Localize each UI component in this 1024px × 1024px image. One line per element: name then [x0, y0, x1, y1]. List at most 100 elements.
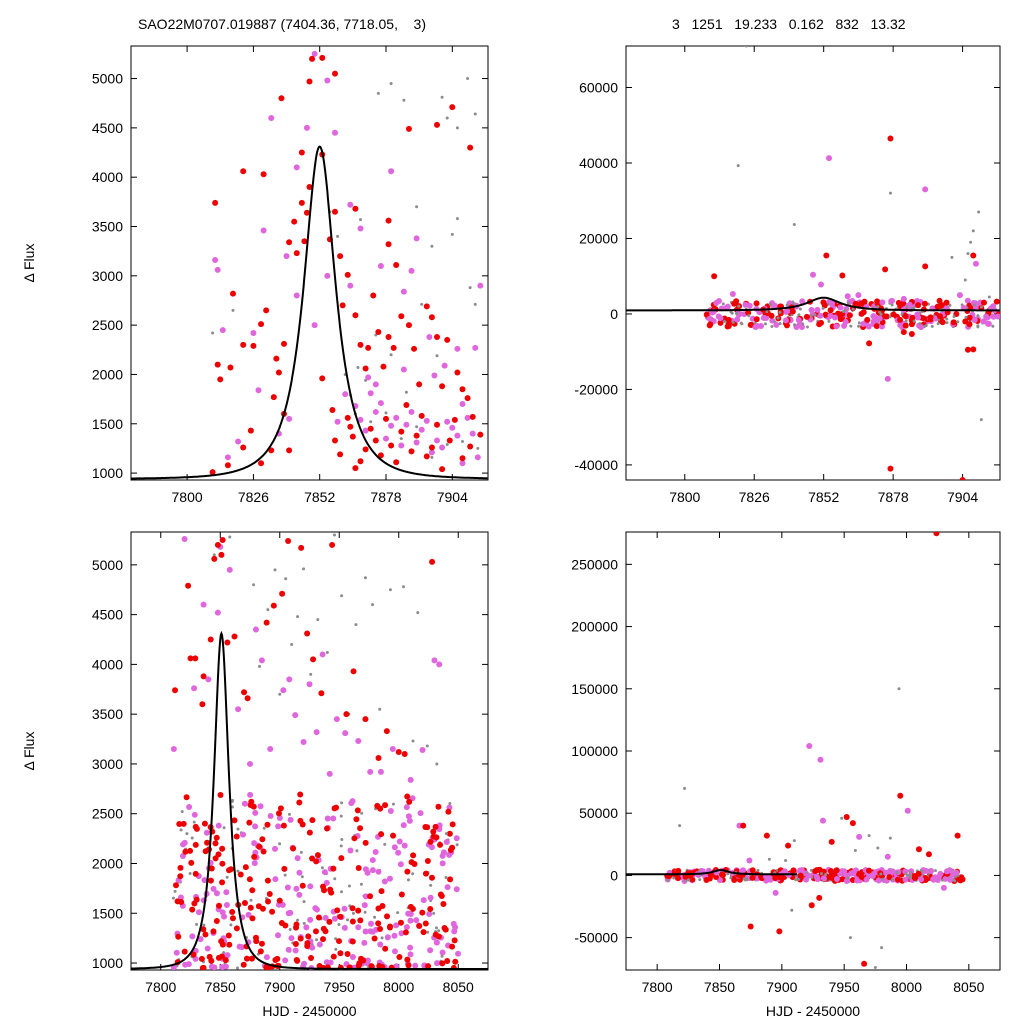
data-point-magenta: [197, 936, 204, 943]
data-point-gray: [952, 314, 956, 318]
data-point-gray: [890, 878, 894, 882]
data-point-magenta: [403, 924, 410, 931]
data-point-magenta: [247, 760, 253, 767]
data-point-magenta: [204, 945, 211, 952]
data-point-red: [401, 750, 408, 757]
data-point-magenta: [947, 876, 954, 883]
x-tick-label: 7850: [205, 979, 236, 995]
data-point-gray: [973, 303, 977, 307]
data-point-red: [375, 754, 382, 761]
data-point-red: [251, 853, 258, 860]
data-point-magenta: [459, 460, 466, 467]
data-point-magenta: [798, 324, 805, 331]
data-point-gray: [334, 947, 338, 951]
data-point-red: [411, 861, 418, 868]
data-point-red: [263, 307, 270, 314]
data-point-red: [306, 829, 313, 836]
data-point-magenta: [407, 917, 414, 924]
data-point-magenta: [820, 875, 827, 882]
data-point-red: [200, 673, 207, 680]
data-point-red: [397, 919, 404, 926]
data-point-red: [303, 209, 310, 216]
data-point-gray: [455, 126, 459, 130]
data-point-magenta: [210, 885, 217, 892]
data-point-red: [264, 821, 271, 828]
data-point-magenta: [212, 257, 219, 264]
data-point-red: [469, 413, 476, 420]
data-point-magenta: [203, 829, 210, 836]
data-point-gray: [963, 278, 967, 282]
data-point-red: [886, 874, 893, 881]
data-point-red: [309, 855, 316, 862]
data-point-red: [207, 636, 214, 643]
data-point-red: [304, 943, 311, 950]
y-tick-label: 150000: [571, 681, 618, 697]
data-point-red: [747, 321, 754, 328]
data-point-red: [718, 871, 725, 878]
data-point-magenta: [300, 739, 307, 746]
data-point-red: [306, 184, 313, 191]
data-point-gray: [231, 798, 235, 802]
data-point-gray: [687, 878, 691, 882]
data-point-red: [812, 868, 819, 875]
data-point-magenta: [431, 657, 438, 664]
data-point-magenta: [806, 743, 813, 750]
data-point-gray: [258, 664, 262, 668]
data-point-red: [270, 602, 277, 609]
data-point-gray: [756, 868, 760, 872]
data-point-gray: [360, 811, 364, 815]
data-point-magenta: [332, 129, 338, 136]
data-point-red: [240, 444, 247, 451]
data-point-gray: [332, 533, 336, 537]
data-point-magenta: [431, 372, 438, 379]
data-point-red: [843, 813, 850, 820]
data-point-red: [398, 891, 405, 898]
data-point-red: [403, 402, 410, 409]
data-point-red: [783, 322, 790, 329]
data-point-gray: [905, 305, 909, 309]
data-point-gray: [455, 843, 459, 847]
data-point-red: [435, 933, 442, 940]
y-axis-label: Δ Flux: [21, 732, 37, 771]
data-point-red: [849, 820, 856, 827]
data-point-red: [866, 340, 873, 347]
data-point-magenta: [313, 906, 320, 913]
data-point-gray: [359, 882, 363, 886]
data-point-magenta: [213, 890, 220, 897]
data-point-magenta: [439, 444, 446, 451]
data-point-red: [281, 340, 287, 347]
data-point-magenta: [181, 535, 188, 542]
data-point-gray: [739, 321, 743, 325]
data-point-gray: [359, 218, 362, 222]
data-point-gray: [437, 929, 441, 933]
data-point-red: [293, 924, 300, 931]
data-point-magenta: [177, 894, 184, 901]
data-point-red: [882, 266, 889, 273]
data-point-red: [320, 936, 327, 943]
data-point-red: [747, 923, 754, 930]
data-point-magenta: [260, 227, 267, 234]
y-tick-label: -40000: [574, 457, 618, 473]
data-point-magenta: [413, 235, 420, 242]
data-point-magenta: [865, 872, 872, 879]
data-point-gray: [721, 302, 725, 306]
data-point-red: [355, 864, 362, 871]
data-point-red: [298, 149, 305, 156]
data-point-gray: [383, 842, 387, 846]
data-point-red: [352, 465, 359, 472]
data-point-gray: [684, 879, 688, 883]
data-point-red: [248, 955, 255, 962]
data-point-gray: [188, 872, 192, 876]
plot-header-left: SAO22M0707.019887 (7404.36, 7718.05, 3): [138, 16, 426, 32]
data-point-gray: [299, 850, 303, 854]
data-point-magenta: [267, 812, 274, 819]
data-point-red: [352, 312, 359, 319]
data-point-red: [305, 933, 312, 940]
data-point-red: [263, 619, 270, 626]
data-point-gray: [444, 875, 448, 879]
data-point-magenta: [772, 889, 779, 896]
data-point-magenta: [323, 879, 330, 886]
data-point-red: [437, 891, 444, 898]
data-point-magenta: [293, 164, 300, 171]
data-point-red: [873, 323, 880, 330]
